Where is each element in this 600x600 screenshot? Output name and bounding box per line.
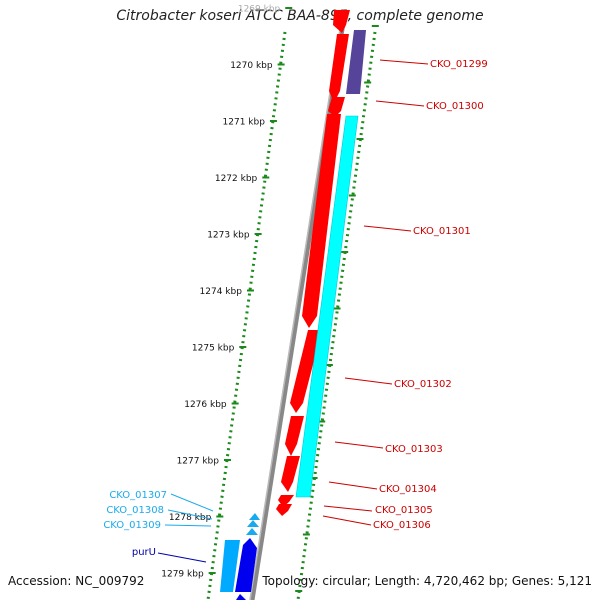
pointer-cko-01308 bbox=[167, 509, 213, 520]
pointer-cko-01300 bbox=[375, 100, 425, 107]
backbone-highlight bbox=[249, 9, 344, 600]
ruler-label: 1277 kbp bbox=[177, 457, 220, 467]
pointer-cko-01305 bbox=[323, 505, 373, 512]
gene-label-cko-01303: CKO_01303 bbox=[385, 444, 443, 455]
gene-label-cko-01307: CKO_01307 bbox=[109, 490, 167, 501]
ruler-label: 1271 kbp bbox=[223, 118, 266, 128]
gene-label-cko-01302: CKO_01302 bbox=[394, 379, 452, 390]
gene-arrow-cko-01300 bbox=[328, 97, 345, 117]
gene-arrow-cko-01301 bbox=[302, 114, 341, 328]
gene-arrow-cko-01302 bbox=[290, 330, 322, 413]
gene-arrow-cko-01299 bbox=[329, 34, 349, 103]
ruler-label: 1274 kbp bbox=[200, 287, 243, 297]
gene-label-cko-01300: CKO_01300 bbox=[426, 101, 484, 112]
ruler-label: 1275 kbp bbox=[192, 344, 235, 354]
gene-arrow-pur-u bbox=[235, 538, 257, 592]
gene-arrow-top bbox=[333, 10, 350, 33]
gene-box-cyan bbox=[295, 115, 359, 498]
ruler-label: 1272 kbp bbox=[215, 174, 258, 184]
gene-label-cko-01309: CKO_01309 bbox=[103, 520, 161, 531]
gene-arrow-cko-01306 bbox=[276, 504, 292, 516]
pointer-cko-01301 bbox=[363, 225, 412, 232]
ruler-label: 1273 kbp bbox=[207, 231, 250, 241]
gene-arrow-cko-01303 bbox=[285, 416, 304, 456]
pointer-cko-01299 bbox=[379, 59, 429, 65]
gene-arrow-cko-01308 bbox=[247, 520, 259, 527]
pointer-cko-01307 bbox=[170, 493, 214, 512]
ruler-label: 1278 kbp bbox=[169, 513, 212, 523]
gene-arrow-bottom bbox=[236, 594, 246, 600]
gene-label-cko-01305: CKO_01305 bbox=[375, 505, 433, 516]
topology-text: Topology: circular; Length: 4,720,462 bp… bbox=[262, 574, 592, 588]
forward-genes bbox=[276, 10, 350, 516]
gene-label-cko-01301: CKO_01301 bbox=[413, 226, 471, 237]
pointer-cko-01304 bbox=[328, 481, 378, 490]
gene-label-cko-01306: CKO_01306 bbox=[373, 520, 431, 531]
gene-arrow-cko-01309 bbox=[246, 528, 258, 535]
gene-label-pur-u: purU bbox=[132, 547, 156, 558]
ruler-label: 1276 kbp bbox=[184, 400, 227, 410]
pointer-pur-u bbox=[157, 552, 207, 563]
pointer-cko-01302 bbox=[344, 377, 393, 385]
ruler-label: 1279 kbp bbox=[161, 570, 204, 580]
map-title: Citrobacter koseri ATCC BAA-895, complet… bbox=[116, 8, 484, 24]
gene-arrow-cko-01304 bbox=[281, 456, 300, 492]
ruler-label: 1269 kbp bbox=[238, 5, 281, 15]
ruler-label: 1270 kbp bbox=[230, 61, 273, 71]
pointer-cko-01303 bbox=[334, 441, 384, 449]
gene-box-purple bbox=[346, 30, 366, 94]
pointer-cko-01306 bbox=[322, 515, 372, 526]
gene-label-cko-01299: CKO_01299 bbox=[430, 59, 488, 70]
accession-text: Accession: NC_009792 bbox=[8, 574, 145, 588]
gene-label-cko-01304: CKO_01304 bbox=[379, 484, 437, 495]
gene-box-blue-cyan bbox=[220, 540, 240, 592]
gene-arrow-cko-01307 bbox=[249, 513, 260, 520]
pointer-cko-01309 bbox=[164, 524, 212, 527]
gene-label-cko-01308: CKO_01308 bbox=[106, 505, 164, 516]
